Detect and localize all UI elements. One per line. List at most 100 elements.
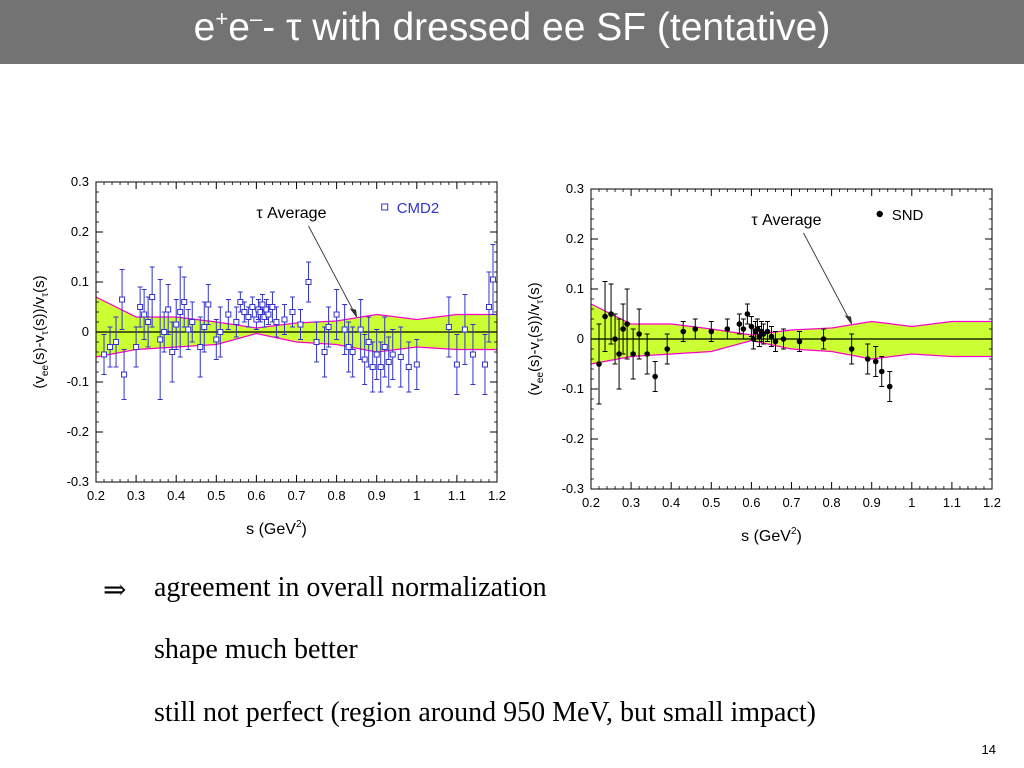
data-point [652,373,658,380]
data-point [744,311,751,317]
annotation-label: τ Average [751,212,821,229]
annotation-arrowhead [844,315,853,325]
data-point [848,346,855,352]
x-tick-label: 0.4 [662,495,680,510]
data-point [273,319,280,325]
data-point [197,344,204,350]
y-tick-label: 0 [577,331,584,346]
x-axis-label: s (GeV2) [741,526,802,545]
page-number: 14 [981,742,996,757]
x-tick-label: 0.5 [702,495,720,510]
data-point [107,344,114,350]
data-point [137,304,144,310]
x-tick-label: 0.6 [247,488,265,503]
data-point [101,351,108,358]
uncertainty-band [96,297,497,357]
data-point [305,279,312,285]
x-tick-label: 1.2 [488,488,506,503]
x-tick-label: 0.4 [167,488,185,503]
y-tick-label: -0.1 [562,381,584,396]
data-point [768,333,775,340]
data-point [708,328,715,335]
data-point [756,333,763,340]
data-point [397,354,404,360]
y-axis-label-group: (vee(s)-vτ(s))/vτ(s) [526,282,546,395]
band-lower-edge [590,339,992,365]
data-point [389,351,396,358]
y-axis-label: (vee(s)-vτ(s))/vτ(s) [526,282,546,395]
x-tick-label: 0.9 [368,488,386,503]
data-point [616,351,622,357]
data-point [233,319,240,325]
data-point [281,316,288,323]
x-tick-label: 0.2 [87,488,105,503]
data-point [225,311,232,318]
legend-label: CMD2 [397,200,440,217]
y-tick-label: -0.2 [562,431,584,446]
data-point [780,336,787,342]
data-point [259,301,266,308]
data-point [161,329,168,335]
data-point [361,356,368,363]
data-point [377,364,384,370]
y-tick-label: -0.3 [67,474,89,489]
data-point [644,351,650,357]
annotation-label: τ Average [256,205,326,222]
annotation-arrow [308,225,358,318]
x-tick-label: 0.3 [622,495,640,510]
chart-snd: 0.2 0.3 0.4 0.5 0.6 0.7 0.8 0.9 1 1.1 1.2 0.3 0.2 0.1… [515,175,1005,565]
data-point [664,346,670,352]
data-point [624,321,630,327]
data-point [289,309,296,315]
band-upper-edge [95,296,497,329]
title-part-rest: - τ with dressed ee SF (tentative) [262,6,831,49]
data-point [345,344,352,350]
y-tick-label: 0.3 [566,181,584,196]
slide-title: e+e–- τ with dressed ee SF (tentative) [0,6,1024,50]
data-point [764,328,771,335]
data-point [630,351,636,357]
data-point [313,339,320,345]
data-point [636,331,642,337]
y-tick-label: 0.2 [566,231,584,246]
data-point [680,328,687,335]
data-point [213,336,220,343]
data-point [149,294,156,300]
implies-arrow-icon: ⇒ [103,573,127,606]
annotation-arrow [803,232,853,325]
data-point [133,344,140,350]
y-tick-label: 0.3 [71,174,89,189]
data-point [796,338,803,345]
data-point [189,319,196,325]
data-point [602,313,608,320]
data-point [157,336,164,343]
data-point [201,324,208,330]
chart-svg: 0.2 0.3 0.4 0.5 0.6 0.7 0.8 0.9 1 1.1 1.2 0.3 0.2 0.1… [31,174,506,538]
data-point [265,311,272,318]
y-tick-label: -0.3 [562,481,584,496]
band-upper-edge [590,303,992,336]
data-point [754,326,761,332]
data-point [381,344,388,350]
data-point [181,299,188,305]
title-part-e1: e [193,6,216,49]
data-point [608,311,614,317]
x-tick-label: 1 [908,495,915,510]
data-point [461,326,468,333]
data-point [760,331,767,337]
title-sup-plus: + [215,6,229,31]
data-point [333,311,340,318]
x-tick-label: 0.2 [582,495,600,510]
data-point [173,321,180,328]
data-point [820,336,827,342]
data-point [217,329,224,335]
x-tick-label: 0.7 [782,495,800,510]
title-part-e2: e [228,6,250,49]
bullet-line-2: shape much better [154,634,358,665]
data-point [750,336,757,342]
x-tick-label: 0.6 [742,495,760,510]
data-point [385,359,392,365]
data-point [692,326,699,332]
data-point [321,349,328,355]
data-point [241,309,248,315]
